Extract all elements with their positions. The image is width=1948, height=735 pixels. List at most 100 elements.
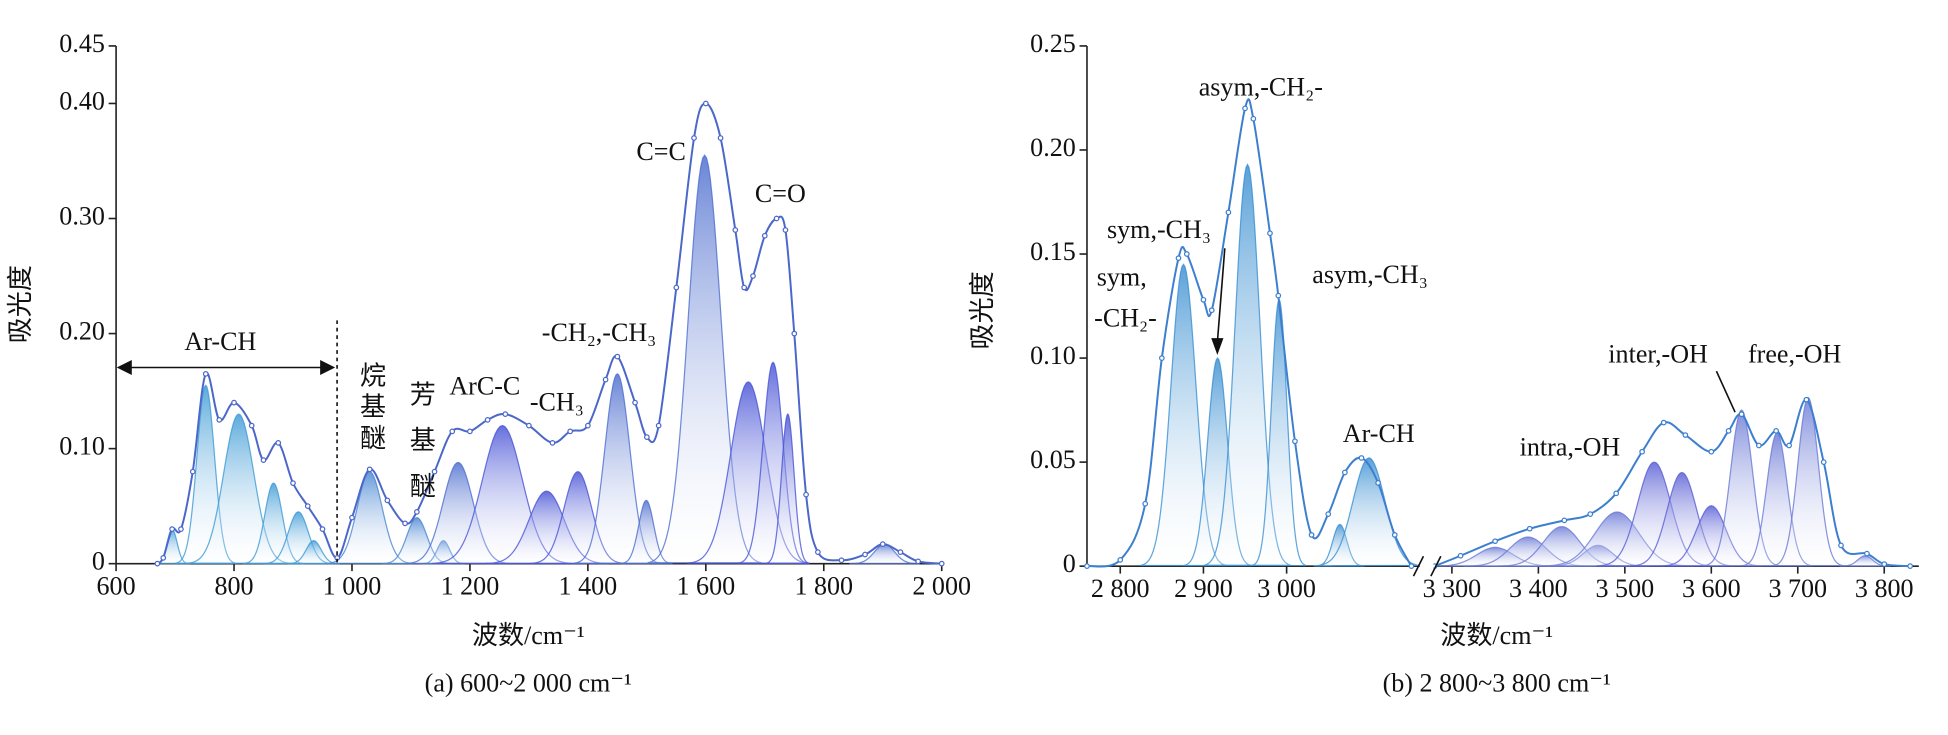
spectrum-point — [1242, 105, 1248, 112]
annotation: sym, — [1097, 262, 1147, 291]
spectrum-point — [1308, 532, 1315, 538]
spectrum-point — [549, 440, 556, 446]
annotation: asym,-CH₂- — [1199, 72, 1323, 101]
x-tick-label: 800 — [214, 571, 253, 600]
arrow-head — [1211, 338, 1224, 355]
spectrum-point — [614, 353, 621, 360]
arrow-head — [116, 359, 336, 376]
spectrum-point — [1756, 442, 1762, 449]
x-tick-label: 1 000 — [323, 571, 382, 600]
spectrum-point — [189, 468, 196, 475]
spectrum-point — [1292, 438, 1298, 445]
spectrum-point — [1117, 557, 1124, 563]
spectrum-point — [1358, 455, 1365, 461]
axis-break — [1412, 555, 1425, 577]
spectrum-point — [304, 503, 311, 509]
x-axis-label: 波数/cm⁻¹ — [472, 621, 585, 650]
spectrum-point — [717, 135, 724, 141]
annotation: Ar-CH — [1343, 419, 1415, 448]
spectrum-point — [1786, 442, 1792, 449]
spectrum-point — [782, 227, 789, 233]
y-tick-label: 0.40 — [59, 86, 105, 115]
spectrum-point — [1864, 550, 1870, 557]
x-tick-label: 1 400 — [559, 571, 618, 600]
fit-peak — [765, 413, 810, 564]
spectrum-point — [567, 428, 574, 435]
x-tick-label: 3 500 — [1596, 574, 1655, 603]
y-tick-label: 0 — [1063, 549, 1076, 578]
spectrum-point — [1738, 411, 1745, 418]
spectrum-point — [1250, 115, 1257, 122]
spectrum-point — [773, 215, 780, 222]
decor — [116, 248, 1736, 577]
spectrum-point — [402, 520, 408, 527]
y-tick-label: 0.25 — [1030, 29, 1076, 58]
spectrum-point — [702, 100, 709, 107]
annotation: -CH₃ — [530, 388, 584, 417]
spectrum-point — [632, 399, 638, 406]
spectrum-point — [862, 551, 868, 558]
spectrum-point — [1773, 428, 1780, 434]
spectrum-point — [761, 232, 768, 239]
spectrum-point — [1587, 511, 1594, 517]
spectrum-point — [467, 428, 473, 435]
annotation: intra,-OH — [1520, 432, 1621, 461]
x-tick-label: 3 300 — [1423, 574, 1482, 603]
spectrum-point — [275, 440, 282, 446]
spectrum-line — [1434, 398, 1911, 568]
spectrum-point — [1820, 459, 1827, 465]
spectrum-point — [384, 497, 391, 504]
x-tick-label: 2 800 — [1091, 574, 1150, 603]
spectrum-point — [1526, 525, 1533, 532]
spectrum-point — [413, 509, 420, 515]
x-tick-label: 600 — [97, 571, 136, 600]
spectrum-point — [1613, 490, 1620, 497]
y-tick-label: 0.45 — [59, 29, 105, 58]
annotation: 烷基醚 — [360, 362, 386, 453]
annotation: C=O — [755, 179, 806, 208]
y-tick-label: 0.05 — [1030, 445, 1076, 474]
spectrum-point — [178, 526, 184, 533]
caption: (a) 600~2 000 cm⁻¹ — [425, 668, 632, 697]
annotation: C=C — [636, 137, 685, 166]
spectrum-point — [643, 434, 650, 440]
x-tick-label: 3 800 — [1855, 574, 1914, 603]
spectrum-point — [1200, 296, 1207, 303]
spectrum-point — [1639, 448, 1645, 455]
spectrum-point — [1391, 532, 1398, 538]
spectrum-point — [1275, 292, 1282, 299]
spectrum-point — [349, 514, 355, 521]
spectrum-point — [1208, 307, 1215, 314]
x-tick-label: 3 000 — [1257, 574, 1316, 603]
y-tick-label: 0.10 — [59, 432, 105, 461]
spectrum-point — [216, 416, 223, 423]
axis-break — [1430, 555, 1442, 577]
spectrum-point — [160, 555, 167, 561]
spectrum-point — [673, 284, 680, 291]
caption: (b) 2 800~3 800 cm⁻¹ — [1383, 668, 1611, 697]
spectrum-point — [202, 370, 209, 377]
y-tick-label: 0.10 — [1030, 341, 1076, 370]
spectrum-point — [1492, 538, 1498, 545]
spectrum-point — [248, 422, 255, 429]
spectrum-point — [1341, 469, 1348, 476]
spectrum-point — [791, 330, 798, 337]
spectrum-point — [1803, 396, 1810, 403]
spectrum-point — [602, 376, 609, 383]
spectrum-point — [366, 466, 373, 473]
spectrum-point — [1158, 355, 1165, 361]
spectrum-point — [1838, 542, 1844, 549]
spectrum-point — [1084, 563, 1090, 570]
spectrum-point — [1225, 209, 1232, 216]
spectrum-point — [1408, 563, 1415, 570]
y-tick-label: 0.20 — [1030, 133, 1076, 162]
spectrum-point — [897, 549, 904, 556]
y-tick-label: 0 — [92, 547, 105, 576]
annotation: Ar-CH — [184, 327, 256, 356]
y-tick-label: 0.15 — [1030, 237, 1076, 266]
y-tick-label: 0.30 — [59, 201, 105, 230]
y-axis-label: 吸光度 — [6, 265, 35, 343]
spectrum-point — [741, 284, 748, 291]
spectrum-point — [1142, 500, 1149, 507]
spectrum-point — [1708, 448, 1715, 455]
